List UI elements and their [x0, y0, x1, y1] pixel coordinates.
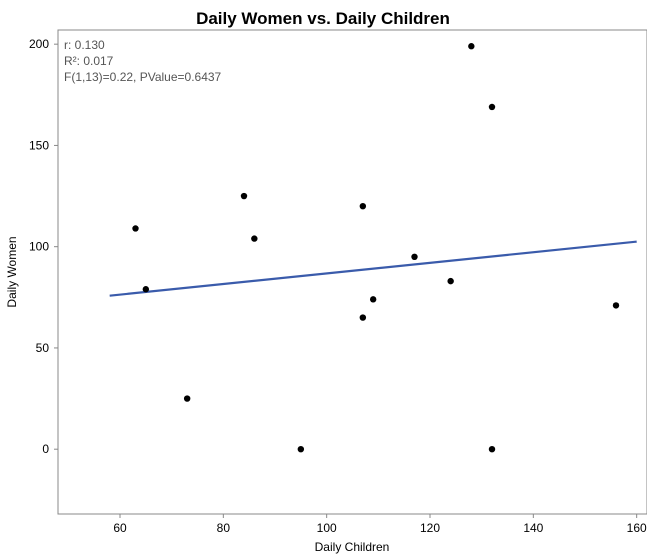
- data-point: [142, 286, 150, 293]
- x-axis-label: Daily Children: [315, 540, 390, 554]
- data-point: [240, 192, 248, 200]
- x-tick-label: 140: [523, 521, 543, 535]
- data-point: [183, 395, 191, 402]
- y-tick-label: 200: [29, 37, 49, 51]
- x-tick-label: 100: [317, 521, 337, 535]
- x-axis: 60 80 100 120 140 160: [113, 514, 647, 535]
- plot-frame: [57, 29, 647, 515]
- x-tick-label: 60: [113, 521, 127, 535]
- data-point: [411, 253, 418, 261]
- y-tick-label: 150: [29, 138, 49, 152]
- data-points: [132, 43, 620, 453]
- y-tick-label: 0: [42, 442, 49, 456]
- y-tick-label: 50: [36, 341, 50, 355]
- x-tick-label: 160: [627, 521, 647, 535]
- x-tick-label: 120: [420, 521, 440, 535]
- data-point: [132, 225, 139, 232]
- data-point: [369, 296, 377, 303]
- data-point: [468, 43, 475, 50]
- data-point: [359, 202, 367, 210]
- regression-line: [109, 240, 637, 297]
- x-tick-label: 80: [217, 521, 231, 535]
- data-point: [612, 302, 620, 309]
- chart-title: Daily Women vs. Daily Children: [196, 9, 450, 28]
- y-tick-label: 100: [29, 240, 49, 254]
- y-axis: 0 50 100 150 200: [29, 37, 58, 456]
- data-point: [251, 235, 258, 242]
- data-point: [447, 277, 454, 285]
- data-point: [297, 445, 305, 453]
- stat-f-test: F(1,13)=0.22, PValue=0.6437: [64, 70, 222, 84]
- y-axis-label: Daily Women: [5, 236, 19, 307]
- data-point: [488, 103, 496, 111]
- stat-r: r: 0.130: [64, 38, 105, 52]
- data-point: [359, 314, 367, 321]
- data-point: [488, 445, 496, 453]
- stat-r-squared: R²: 0.017: [64, 54, 114, 68]
